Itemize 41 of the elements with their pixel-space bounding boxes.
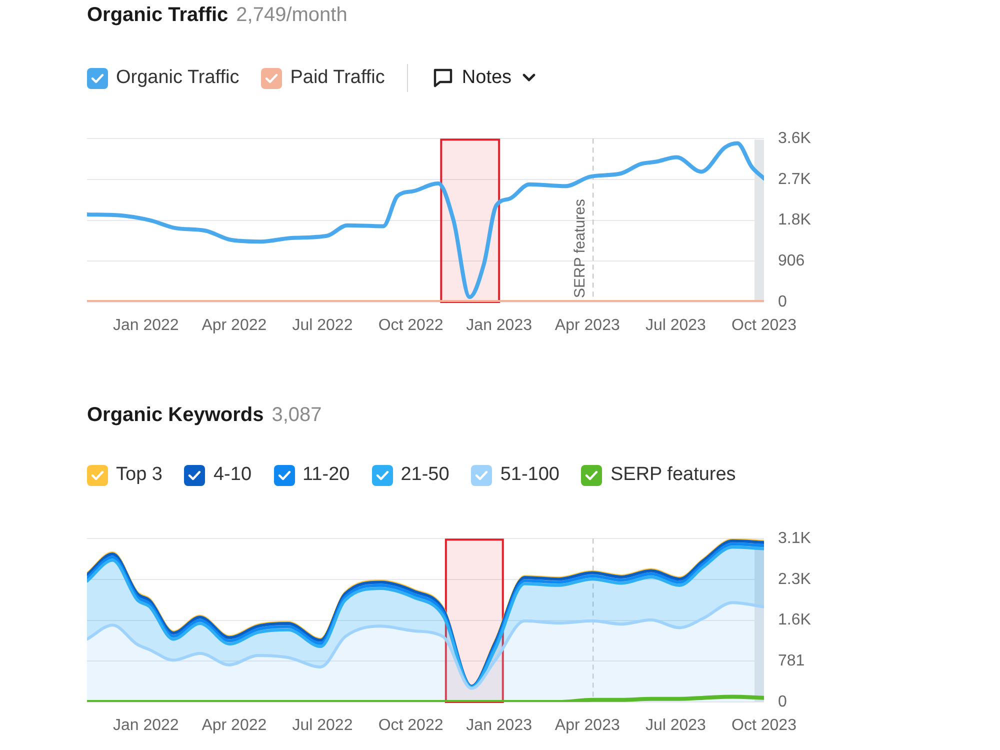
line-series xyxy=(87,141,764,300)
y-tick-label: 2.3K xyxy=(778,570,812,588)
x-tick-label: Apr 2023 xyxy=(554,317,620,334)
x-tick-label: Jan 2022 xyxy=(112,717,179,734)
y-tick-label: 3.1K xyxy=(778,530,812,548)
y-tick-label: 781 xyxy=(778,652,805,670)
x-tick-label: Jan 2023 xyxy=(466,717,532,734)
legend-label: Paid Traffic xyxy=(290,67,385,89)
x-tick-label: Apr 2022 xyxy=(202,317,267,334)
x-tick-label: Jan 2023 xyxy=(466,317,532,334)
y-tick-label: 906 xyxy=(778,252,805,270)
chart-title: Organic Keywords xyxy=(87,404,264,426)
x-tick-label: Oct 2023 xyxy=(732,717,797,734)
legend-label: Organic Traffic xyxy=(116,67,240,89)
legend-label: 21-50 xyxy=(400,464,450,486)
y-tick-label: 3.6K xyxy=(778,130,812,148)
y-tick-label: 1.8K xyxy=(778,212,812,229)
legend-label: Top 3 xyxy=(116,464,162,486)
legend-label: 11-20 xyxy=(302,464,350,486)
y-tick-label: 0 xyxy=(778,693,787,710)
chart-subtitle: 3,087 xyxy=(272,404,322,426)
x-tick-label: Jul 2022 xyxy=(292,317,353,334)
x-tick-label: Oct 2023 xyxy=(732,317,797,334)
x-tick-label: Oct 2022 xyxy=(378,717,444,734)
x-tick-label: Jul 2023 xyxy=(645,317,706,334)
text: Notes xyxy=(462,67,512,89)
x-tick-label: Apr 2022 xyxy=(202,717,267,734)
y-tick-label: 2.7K xyxy=(778,170,812,188)
x-tick-label: Jan 2022 xyxy=(112,317,179,334)
chart-title: Organic Traffic xyxy=(87,4,228,26)
ref-line-label: SERP features xyxy=(572,199,589,298)
chart-subtitle: 2,749/month xyxy=(236,4,348,26)
x-tick-label: Apr 2023 xyxy=(554,717,620,734)
y-tick-label: 1.6K xyxy=(778,612,812,629)
x-tick-label: Jul 2022 xyxy=(292,717,353,734)
x-tick-label: Jul 2023 xyxy=(645,717,706,734)
legend-label: 51-100 xyxy=(500,464,560,486)
legend-label: 4-10 xyxy=(213,464,252,486)
legend-label: SERP features xyxy=(610,464,736,486)
y-tick-label: 0 xyxy=(778,293,787,310)
x-tick-label: Oct 2022 xyxy=(378,317,444,334)
